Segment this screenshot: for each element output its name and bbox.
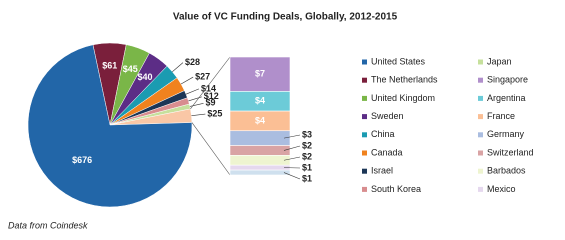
legend-swatch [362,95,367,101]
bar-segment [229,155,291,166]
value-label: $7 [255,69,265,79]
legend-label: Mexico [487,184,516,194]
legend-swatch [362,150,367,156]
legend-label: Japan [487,56,512,66]
leader-line [283,156,301,161]
legend-label: Barbados [487,166,526,176]
legend-swatch [362,77,367,83]
legend-label: Argentina [487,93,526,103]
legend-label: Switzerland [487,147,534,157]
legend-swatch [362,114,367,120]
leader-line [283,134,301,139]
legend-label: Singapore [487,75,528,85]
value-label: $61 [102,60,117,70]
value-label: $1 [302,162,312,172]
connector [191,122,231,176]
value-label: $27 [195,71,210,81]
value-label: $4 [255,115,265,125]
legend-label: Canada [371,147,403,157]
value-label: $3 [302,129,312,139]
leader-line [180,76,194,85]
value-label: $1 [302,173,312,183]
value-label: $45 [123,64,138,74]
bar-segment [229,164,291,171]
legend-swatch [362,168,367,174]
value-label: $40 [138,72,153,82]
legend-label: United States [371,56,426,66]
chart-title: Value of VC Funding Deals, Globally, 201… [173,12,398,23]
legend-label: Israel [371,166,393,176]
value-label: $2 [302,151,312,161]
leader-line [283,172,301,180]
legend-swatch [478,150,483,156]
legend-label: Germany [487,129,525,139]
bar-segment [229,130,291,146]
value-label: $14 [201,83,216,93]
legend-swatch [478,95,483,101]
legend-label: Sweden [371,111,404,121]
legend-swatch [478,59,483,65]
leader-line [283,145,301,151]
leader-line [185,88,200,95]
legend-swatch [478,132,483,138]
legend-swatch [478,77,483,83]
legend-swatch [478,168,483,174]
value-label: $676 [72,155,92,165]
value-label: $2 [302,140,312,150]
legend-label: United Kingdom [371,93,435,103]
bar-segment [229,56,291,92]
legend-swatch [478,186,483,192]
legend-label: France [487,111,515,121]
value-label: $28 [185,57,200,67]
value-label: $25 [207,108,222,118]
legend-swatch [362,186,367,192]
value-label: $12 [204,91,219,101]
value-label: $9 [206,98,216,108]
leader-line [189,103,204,107]
legend-label: China [371,129,395,139]
source-note: Data from Coindesk [8,220,88,230]
leader-line [172,62,184,72]
connector [190,56,231,110]
legend-swatch [362,132,367,138]
value-label: $4 [255,96,265,106]
leader-line [188,96,202,102]
bar-segment [229,145,291,156]
legend-label: South Korea [371,184,421,194]
pie-slice [27,44,193,208]
legend-swatch [478,114,483,120]
bar-segment [229,169,291,176]
legend-label: The Netherlands [371,75,438,85]
leader-line [191,113,206,116]
legend-swatch [362,59,367,65]
